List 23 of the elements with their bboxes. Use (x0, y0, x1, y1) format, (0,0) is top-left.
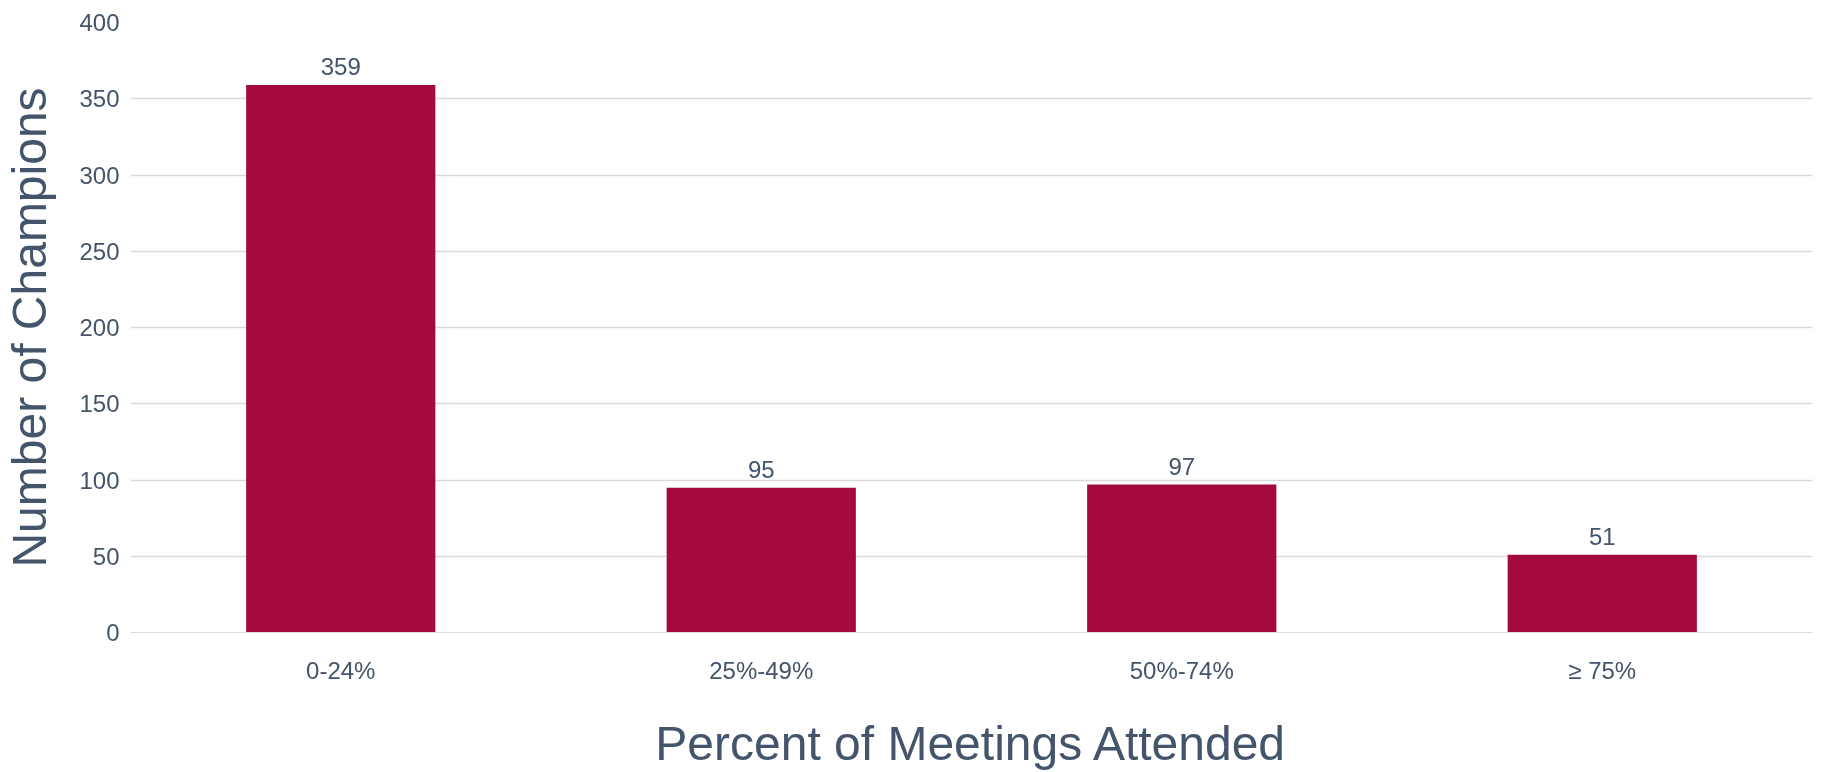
data-label: 359 (320, 53, 361, 81)
y-axis-title: Number of Champions (3, 87, 57, 568)
data-label: 97 (1168, 452, 1196, 480)
x-tick-label: 0-24% (306, 656, 376, 684)
y-tick-label: 100 (79, 466, 120, 494)
bar (1507, 554, 1697, 633)
y-tick-label: 0 (106, 619, 120, 646)
y-tick-label: 300 (79, 161, 120, 189)
data-label: 95 (747, 455, 775, 483)
x-axis-title: Percent of Meetings Attended (655, 716, 1286, 770)
y-tick-label: 50 (92, 542, 120, 570)
y-tick-label: 400 (79, 9, 120, 36)
y-tick-label: 150 (79, 390, 120, 418)
bar (246, 85, 436, 633)
y-tick-label: 250 (79, 237, 120, 265)
y-tick-label: 350 (79, 85, 120, 113)
y-tick-label: 200 (79, 314, 120, 341)
bar (1087, 484, 1277, 633)
bar (666, 487, 856, 633)
x-tick-label: ≥ 75% (1568, 656, 1637, 684)
data-label: 51 (1588, 522, 1616, 550)
x-tick-label: 50%-74% (1129, 656, 1234, 684)
x-tick-label: 25%-49% (709, 656, 814, 684)
